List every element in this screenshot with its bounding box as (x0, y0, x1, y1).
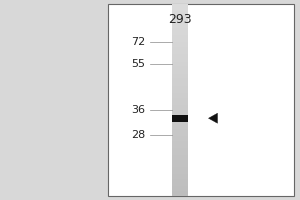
Bar (172, 136, 188, 138)
Bar (172, 88, 188, 90)
Polygon shape (208, 113, 217, 123)
Bar (172, 71, 188, 74)
Bar (172, 26, 188, 28)
Bar (172, 62, 188, 64)
Bar (172, 95, 188, 98)
Bar (172, 155, 188, 158)
Bar (172, 177, 188, 179)
Bar (172, 143, 188, 146)
Bar (172, 6, 188, 9)
Bar (172, 38, 188, 40)
Bar (172, 4, 188, 6)
Bar (172, 184, 188, 186)
Bar (172, 105, 188, 107)
Bar (172, 126, 188, 129)
Bar (172, 148, 188, 150)
Bar (172, 64, 188, 66)
Bar (172, 30, 188, 33)
Text: 72: 72 (131, 37, 146, 47)
Bar (172, 170, 188, 172)
Bar (172, 14, 188, 16)
Bar (172, 100, 188, 102)
Bar (172, 45, 188, 47)
Bar (172, 9, 188, 11)
Bar (172, 117, 188, 119)
Bar (172, 182, 188, 184)
Bar (172, 42, 188, 45)
Bar (172, 69, 188, 71)
Bar (172, 102, 188, 105)
Text: 28: 28 (131, 130, 146, 140)
Bar (172, 47, 188, 50)
Bar (172, 150, 188, 153)
Bar (172, 78, 188, 81)
Bar (172, 191, 188, 194)
Bar (172, 93, 188, 95)
Text: 293: 293 (168, 13, 192, 26)
Bar (172, 110, 188, 112)
Bar (172, 28, 188, 30)
Bar (172, 172, 188, 174)
Bar (172, 153, 188, 155)
Bar (172, 90, 188, 93)
Bar (172, 35, 188, 38)
Bar (172, 158, 188, 160)
Bar (172, 122, 188, 124)
Bar (172, 83, 188, 86)
Bar (172, 129, 188, 131)
Bar (172, 107, 188, 110)
Bar (172, 134, 188, 136)
Bar (172, 16, 188, 18)
Bar (172, 124, 188, 126)
Bar (172, 50, 188, 52)
Bar (172, 146, 188, 148)
Bar (172, 54, 188, 57)
Bar (172, 165, 188, 167)
Bar (172, 86, 188, 88)
Bar (172, 98, 188, 100)
Bar (172, 141, 188, 143)
Bar (172, 162, 188, 165)
Bar (172, 167, 188, 170)
Bar (172, 76, 188, 78)
Text: 55: 55 (131, 59, 146, 69)
Bar (172, 131, 188, 134)
Bar (172, 52, 188, 54)
Bar (172, 112, 188, 114)
Bar (172, 59, 188, 62)
Bar (172, 119, 188, 122)
Bar (108, 4, 294, 196)
Bar (172, 11, 188, 14)
Bar (172, 189, 188, 191)
Bar (172, 179, 188, 182)
Bar (172, 66, 188, 69)
Bar (172, 23, 188, 26)
Bar (172, 74, 188, 76)
Bar (172, 114, 188, 117)
Bar (172, 40, 188, 42)
Bar (172, 194, 188, 196)
Bar (172, 115, 188, 122)
Bar (172, 138, 188, 141)
Bar (172, 18, 188, 21)
Bar (172, 57, 188, 59)
Bar (172, 21, 188, 23)
Bar (172, 33, 188, 35)
Text: 36: 36 (131, 105, 146, 115)
Bar (172, 186, 188, 189)
Bar (172, 174, 188, 177)
Bar (172, 81, 188, 83)
Bar (172, 160, 188, 162)
